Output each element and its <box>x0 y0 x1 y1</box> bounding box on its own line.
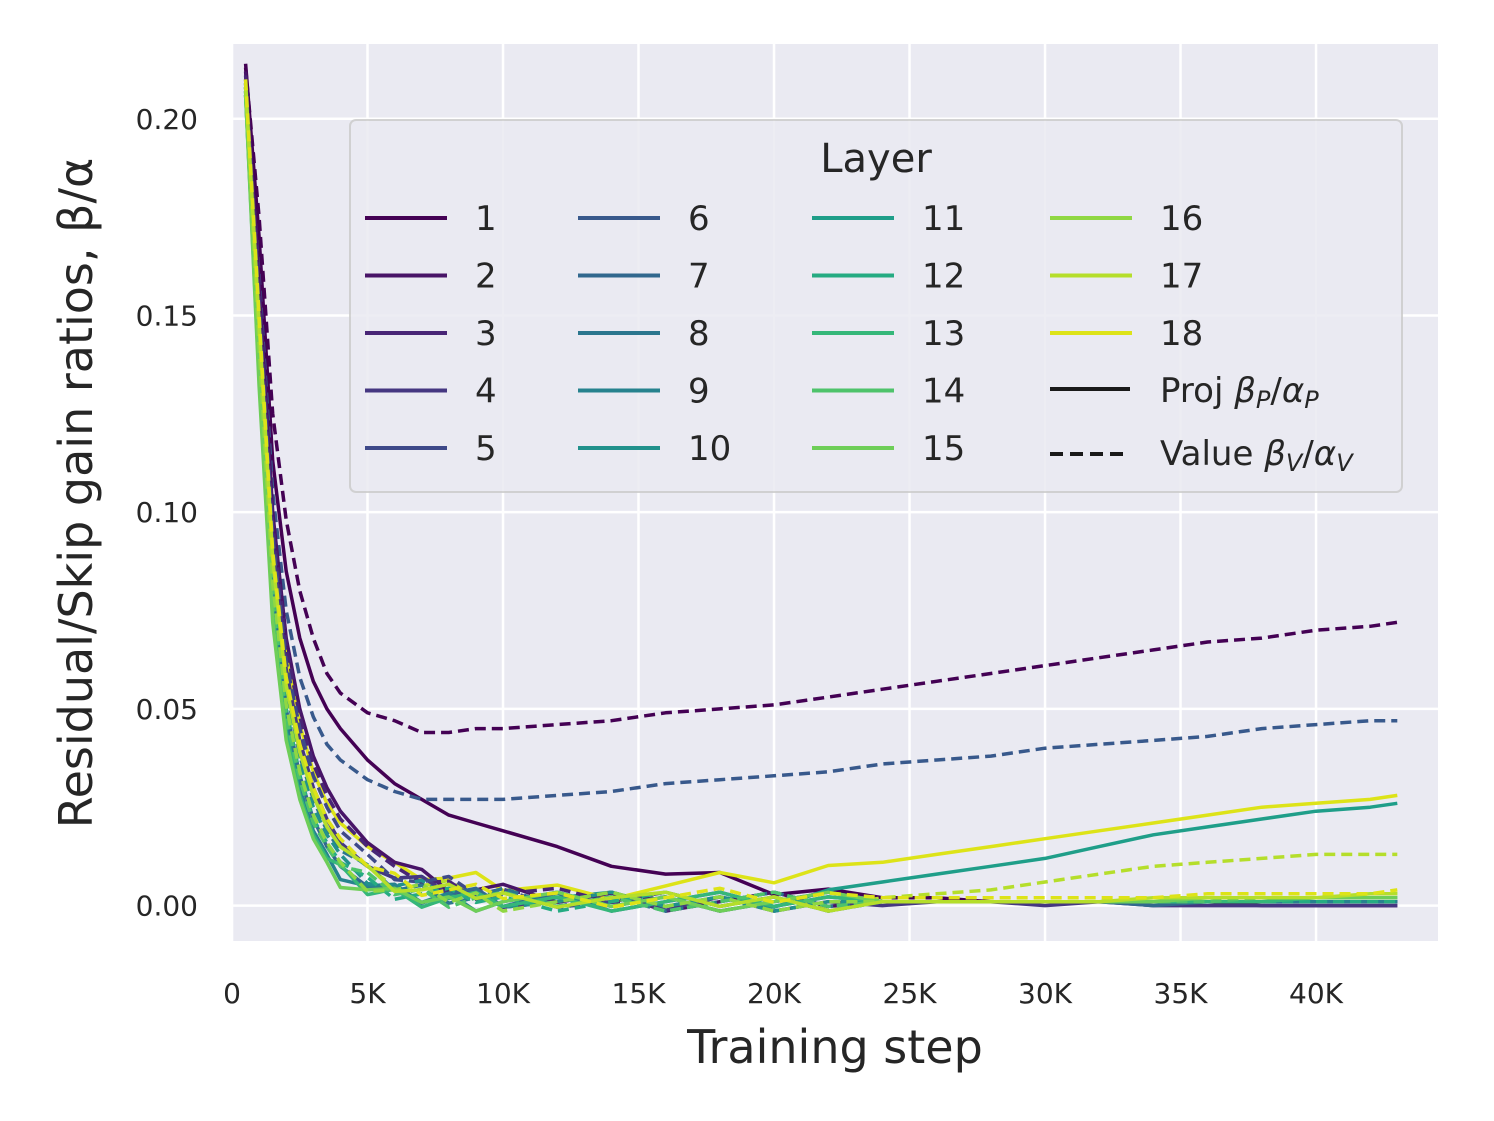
x-tick-label: 5K <box>349 977 386 1010</box>
legend-label-layer-3: 3 <box>475 314 497 354</box>
legend-label-layer-7: 7 <box>688 257 710 297</box>
y-tick-label: 0.20 <box>136 103 198 136</box>
legend-label-layer-10: 10 <box>688 429 731 469</box>
legend-label-layer-11: 11 <box>922 199 965 239</box>
y-tick-label: 0.10 <box>136 496 198 529</box>
legend-label-layer-8: 8 <box>688 314 710 354</box>
series-line-layer-18-dashed <box>243 79 1398 909</box>
legend-label-layer-13: 13 <box>922 314 965 354</box>
series-line-layer-15-solid <box>243 95 1398 913</box>
legend-value-slash: / <box>1302 434 1314 474</box>
legend-value-denominator: α <box>1314 434 1336 474</box>
legend-proj-symbol: β <box>1233 371 1256 411</box>
y-tick-label: 0.00 <box>136 890 198 923</box>
legend-label-layer-16: 16 <box>1160 199 1203 239</box>
legend-proj-prefix: Proj <box>1160 371 1234 411</box>
legend-value-label: Value βV/αV <box>1160 434 1354 477</box>
legend-value-symbol: β <box>1263 434 1286 474</box>
x-tick-label: 30K <box>1018 977 1073 1010</box>
legend-proj-slash: / <box>1270 371 1282 411</box>
x-tick-label: 10K <box>476 977 531 1010</box>
series-lines <box>243 63 1398 913</box>
legend-label-layer-12: 12 <box>922 257 965 297</box>
x-axis-label: Training step <box>686 1020 983 1074</box>
x-tick-label: 25K <box>883 977 938 1010</box>
legend-proj-sub-2: P <box>1304 386 1319 414</box>
y-tick-label: 0.15 <box>136 299 198 332</box>
legend-proj-denominator: α <box>1282 371 1304 411</box>
legend-title: Layer <box>820 136 932 182</box>
legend-label-layer-2: 2 <box>475 257 497 297</box>
series-line-layer-1-dashed <box>243 67 1398 735</box>
legend-label-layer-17: 17 <box>1160 257 1203 297</box>
legend-box <box>349 119 1403 493</box>
legend-proj-sub: P <box>1256 386 1271 414</box>
legend-label-layer-14: 14 <box>922 372 965 412</box>
legend-label-layer-15: 15 <box>922 429 965 469</box>
x-tick-label: 40K <box>1289 977 1344 1010</box>
y-tick-label: 0.05 <box>136 693 198 726</box>
x-tick-label: 15K <box>612 977 667 1010</box>
legend-value-sub-2: V <box>1336 449 1354 477</box>
x-tick-label: 20K <box>747 977 802 1010</box>
legend-label-layer-5: 5 <box>475 429 497 469</box>
x-tick-label: 35K <box>1154 977 1209 1010</box>
legend-value-prefix: Value <box>1160 434 1264 474</box>
legend-label-layer-1: 1 <box>475 199 497 239</box>
legend-label-layer-4: 4 <box>475 372 497 412</box>
legend-label-layer-6: 6 <box>688 199 710 239</box>
x-axis-ticks: 0 5K 10K 15K 20K 25K 30K 35K 40K <box>223 977 1344 1010</box>
y-axis-label: Residual/Skip gain ratios, β/α <box>49 158 103 829</box>
series-line-layer-6-dashed <box>243 87 1398 802</box>
legend-proj-label: Proj βP/αP <box>1160 371 1319 414</box>
legend-label-layer-9: 9 <box>688 372 710 412</box>
legend-label-layer-18: 18 <box>1160 314 1203 354</box>
x-tick-label: 0 <box>223 977 241 1010</box>
y-axis-ticks: 0.00 0.05 0.10 0.15 0.20 <box>136 103 198 923</box>
legend-value-sub: V <box>1286 449 1304 477</box>
